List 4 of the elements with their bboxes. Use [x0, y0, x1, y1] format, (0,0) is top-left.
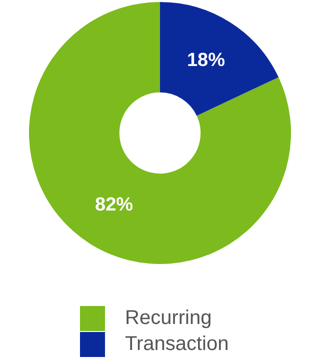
data-label: 18%	[186, 50, 226, 71]
legend-label: Recurring	[125, 306, 212, 330]
data-label: 82%	[95, 194, 134, 216]
legend-label: Transaction	[125, 332, 229, 356]
